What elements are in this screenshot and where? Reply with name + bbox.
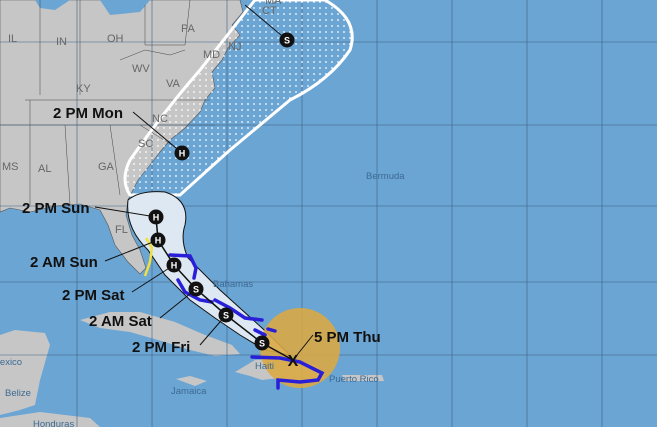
state-label-wv: WV <box>132 63 150 75</box>
svg-text:H: H <box>179 149 186 159</box>
place-label-haiti: Haiti <box>255 361 274 372</box>
state-label-ms: MS <box>2 161 19 173</box>
state-label-in: IN <box>56 36 67 48</box>
hurricane-watch-coast <box>143 237 154 277</box>
svg-text:S: S <box>223 311 229 321</box>
marker-storm-north[interactable]: S <box>279 32 295 48</box>
place-label-belize: Belize <box>5 388 31 399</box>
label-2am-sun: 2 AM Sun <box>30 254 98 271</box>
state-label-sc: SC <box>138 138 153 150</box>
state-label-va: VA <box>166 78 181 90</box>
place-label-bermuda: Bermuda <box>366 171 405 182</box>
label-leader-lines <box>94 4 314 361</box>
state-label-ga: GA <box>98 161 115 173</box>
marker-2am-sat[interactable]: S <box>188 281 204 297</box>
place-label-bahamas: Bahamas <box>213 279 253 290</box>
marker-2pm-mon[interactable]: H <box>174 145 190 161</box>
hurricane-warning-coast <box>168 253 325 390</box>
marker-2pm-sun[interactable]: H <box>148 209 164 225</box>
place-label-puerto-rico: Puerto Rico <box>329 374 379 385</box>
svg-text:H: H <box>153 213 160 223</box>
track-markers: S H H H H S S S X <box>148 32 299 370</box>
state-label-al: AL <box>38 163 51 175</box>
marker-2am-sun[interactable]: H <box>150 232 166 248</box>
place-label-honduras: Honduras <box>33 419 74 427</box>
jamaica <box>176 376 207 386</box>
place-label-mexico: Mexico <box>0 357 22 368</box>
state-label-fl: FL <box>115 224 128 236</box>
marker-5pm-thu-current[interactable]: X <box>288 353 299 370</box>
state-label-ky: KY <box>76 83 91 95</box>
state-label-il: IL <box>8 33 17 45</box>
place-label-jamaica: Jamaica <box>171 386 207 397</box>
wind-field-circle <box>260 308 340 388</box>
state-label-pa: PA <box>181 23 196 35</box>
state-labels: IL IN OH PA WV VA KY NC SC GA AL MS FL N… <box>2 0 282 236</box>
svg-text:S: S <box>193 285 199 295</box>
central-america <box>0 412 100 427</box>
svg-text:S: S <box>284 36 290 46</box>
great-lakes <box>35 0 150 15</box>
state-label-md: MD <box>203 49 220 61</box>
label-2pm-mon: 2 PM Mon <box>53 105 123 122</box>
state-label-ct: CT <box>262 5 277 17</box>
state-label-nj: NJ <box>228 41 241 53</box>
state-label-ma: MA <box>265 0 282 7</box>
svg-text:H: H <box>155 236 162 246</box>
marker-2pm-fri[interactable]: S <box>218 307 234 323</box>
place-labels: Bermuda Bahamas Jamaica Haiti Puerto Ric… <box>0 171 405 427</box>
label-2pm-fri: 2 PM Fri <box>132 339 190 356</box>
label-2am-sat: 2 AM Sat <box>89 313 152 330</box>
svg-text:S: S <box>259 339 265 349</box>
marker-2pm-sat[interactable]: H <box>166 257 182 273</box>
svg-text:H: H <box>171 261 178 271</box>
state-label-nc: NC <box>152 113 168 125</box>
marker-storm-south[interactable]: S <box>254 335 270 351</box>
yucatan <box>0 330 50 415</box>
puerto-rico <box>342 375 384 381</box>
svg-text:X: X <box>288 353 299 370</box>
label-2pm-sat: 2 PM Sat <box>62 287 125 304</box>
label-2pm-sun: 2 PM Sun <box>22 200 90 217</box>
state-label-oh: OH <box>107 33 124 45</box>
label-5pm-thu: 5 PM Thu <box>314 329 381 346</box>
